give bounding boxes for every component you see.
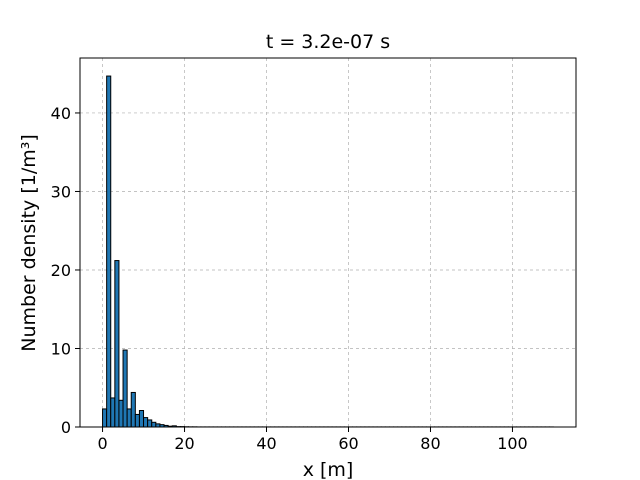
x-tick-label: 0 <box>97 434 107 453</box>
histogram-bar <box>138 410 145 428</box>
chart-title: t = 3.2e-07 s <box>266 31 390 53</box>
x-tick-label: 40 <box>256 434 276 453</box>
grid-layer <box>80 58 576 428</box>
histogram-bar <box>126 408 132 428</box>
histogram-bar <box>122 349 128 428</box>
histogram-bar <box>147 419 153 428</box>
y-axis-label: Number density [1/m³] <box>18 134 40 352</box>
y-tick-label: 0 <box>61 418 71 437</box>
y-tick-label: 20 <box>51 261 71 280</box>
histogram-bar <box>114 260 120 428</box>
y-tick-label: 40 <box>51 104 71 123</box>
histogram-bar <box>143 417 149 428</box>
histogram-bar <box>110 397 116 428</box>
y-ticks: 0 10 20 30 40 <box>51 104 80 437</box>
x-tick-label: 80 <box>420 434 440 453</box>
histogram-bar <box>118 399 124 428</box>
y-tick-label: 30 <box>51 182 71 201</box>
x-tick-label: 100 <box>497 434 528 453</box>
histogram-bar <box>130 391 136 428</box>
histogram-bar <box>134 413 140 428</box>
bars-layer <box>102 75 554 428</box>
plot-frame <box>79 57 577 428</box>
x-ticks: 0 20 40 60 80 100 <box>97 427 528 453</box>
histogram-bar <box>102 408 108 428</box>
x-tick-label: 60 <box>338 434 358 453</box>
histogram-bar <box>151 421 157 428</box>
x-tick-label: 20 <box>174 434 194 453</box>
histogram-bar <box>106 75 112 428</box>
x-axis-label: x [m] <box>303 459 354 480</box>
y-tick-label: 10 <box>51 339 71 358</box>
